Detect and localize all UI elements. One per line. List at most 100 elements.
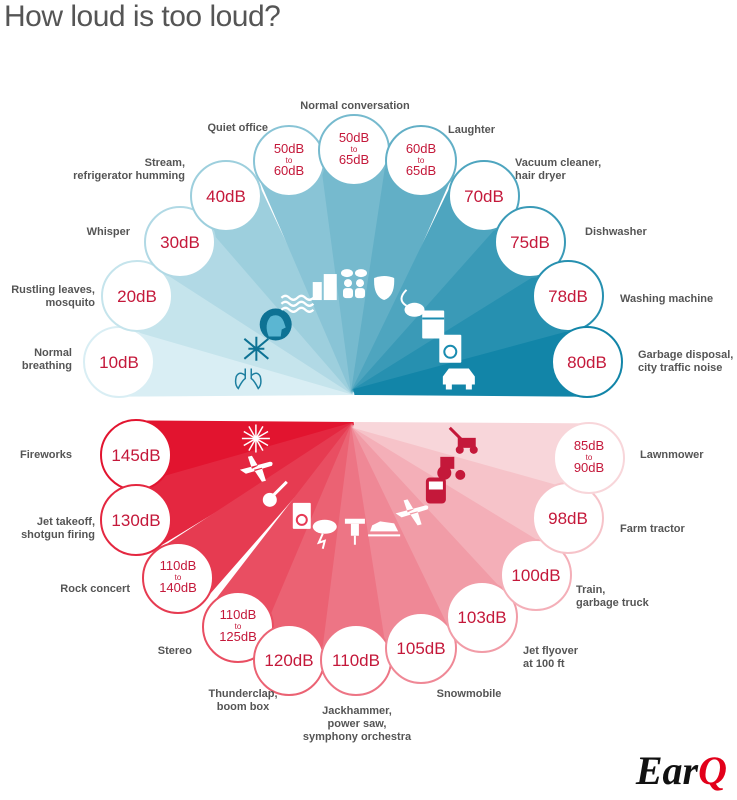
- vacuum-icon: [400, 289, 425, 317]
- loud-label: Snowmobile: [404, 688, 534, 701]
- level-value: 120dB: [264, 651, 313, 670]
- loud-label: Farm tractor: [620, 523, 737, 536]
- loud-wedge: [155, 422, 356, 605]
- level-circle: [500, 539, 572, 611]
- quiet-label: Rustling leaves, mosquito: [0, 284, 95, 310]
- loud-wedge: [321, 424, 391, 661]
- level-value: 145dB: [111, 446, 160, 465]
- dishwasher-icon: [422, 310, 445, 339]
- tractor-icon: [437, 456, 466, 480]
- level-circle: [448, 160, 520, 232]
- fireworks-icon: [241, 424, 270, 453]
- label-line: garbage truck: [576, 597, 649, 609]
- quiet-wedge: [255, 151, 357, 393]
- level-value: 20dB: [117, 287, 157, 306]
- label-line: refrigerator humming: [73, 170, 185, 182]
- loud-label: Lawnmower: [640, 449, 737, 462]
- level-circle: [446, 581, 518, 653]
- level-value: 10dB: [99, 353, 139, 372]
- quiet-label: Washing machine: [620, 293, 737, 306]
- level-from: 85dB: [574, 438, 604, 453]
- quiet-wedge: [351, 176, 514, 394]
- logo-accent: Q: [698, 748, 727, 793]
- level-circle: [202, 591, 274, 663]
- logo-text: Ear: [635, 748, 699, 793]
- level-from: 60dB: [406, 141, 436, 156]
- quiet-item: 10dB: [83, 326, 262, 398]
- label-line: Normal: [34, 347, 72, 359]
- loud-label: Fireworks: [0, 449, 72, 462]
- level-circle: [385, 612, 457, 684]
- level-circle: [190, 160, 262, 232]
- loud-item: 103dB: [395, 499, 518, 653]
- quiet-label: Normal conversation: [290, 100, 420, 113]
- whisper-head-icon: [259, 308, 292, 341]
- earq-logo: EarQ: [636, 747, 727, 794]
- level-value: 80dB: [567, 353, 607, 372]
- label-line: Garbage disposal,: [638, 349, 734, 361]
- lungs-icon: [234, 368, 262, 390]
- level-circle: [142, 542, 214, 614]
- mosquito-icon: [243, 336, 269, 361]
- loud-item: 145dB: [100, 419, 270, 491]
- label-line: Jet flyover: [523, 645, 579, 657]
- quiet-label: Dishwasher: [585, 226, 715, 239]
- lawnmower-icon: [448, 426, 478, 454]
- people-talking-icon: [341, 269, 367, 299]
- level-to: to: [175, 573, 182, 582]
- quiet-item: 78dB: [439, 260, 604, 363]
- label-line: mosquito: [45, 297, 96, 309]
- loud-wedge: [352, 422, 582, 551]
- guitar-icon: [262, 480, 288, 507]
- level-circle: [101, 260, 173, 332]
- label-line: breathing: [21, 360, 72, 372]
- level-value: 30dB: [160, 233, 200, 252]
- level-value: 75dB: [510, 233, 550, 252]
- loud-label: Jet flyover at 100 ft: [523, 645, 653, 671]
- quiet-item: 80dB: [442, 326, 623, 398]
- quiet-wedge: [114, 327, 355, 397]
- level-value: 98dB: [548, 509, 588, 528]
- loud-label: Jackhammer, power saw, symphony orchestra: [292, 705, 422, 744]
- level-upto: 140dB: [159, 580, 197, 595]
- level-from: 110dB: [160, 558, 197, 573]
- level-upto: 60dB: [274, 163, 304, 178]
- building-icon: [312, 274, 337, 301]
- label-line: Jackhammer,: [322, 705, 392, 717]
- quiet-wedge: [122, 263, 356, 395]
- snowmobile-icon: [368, 521, 401, 537]
- label-line: at 100 ft: [523, 658, 565, 670]
- level-value: 103dB: [457, 608, 506, 627]
- level-circle: [100, 484, 172, 556]
- airplane-icon: [239, 455, 273, 482]
- loud-label: Stereo: [62, 645, 192, 658]
- label-line: Snowmobile: [436, 688, 502, 700]
- label-line: Stream,: [144, 157, 185, 169]
- quiet-item: 40dB: [190, 160, 315, 313]
- label-line: Thunderclap,: [208, 688, 278, 700]
- loud-fan: [122, 420, 594, 670]
- level-value: 130dB: [111, 511, 160, 530]
- quiet-wedge: [196, 176, 357, 394]
- loud-label: Thunderclap, boom box: [178, 688, 308, 714]
- quiet-wedge: [352, 264, 583, 395]
- quiet-label: Stream, refrigerator humming: [55, 157, 185, 183]
- loud-item: 105dB: [368, 521, 457, 684]
- label-line: Dishwasher: [585, 226, 647, 238]
- thunder-icon: [312, 519, 337, 549]
- quiet-wedge: [351, 151, 455, 393]
- level-circle: [551, 326, 623, 398]
- level-value: 105dB: [396, 639, 445, 658]
- label-line: shotgun firing: [21, 529, 95, 541]
- quiet-item: 30dB: [144, 206, 292, 341]
- page-title: How loud is too loud?: [4, 0, 281, 33]
- level-from: 50dB: [339, 130, 369, 145]
- quiet-wedge: [353, 327, 592, 397]
- label-line: Stereo: [157, 645, 192, 657]
